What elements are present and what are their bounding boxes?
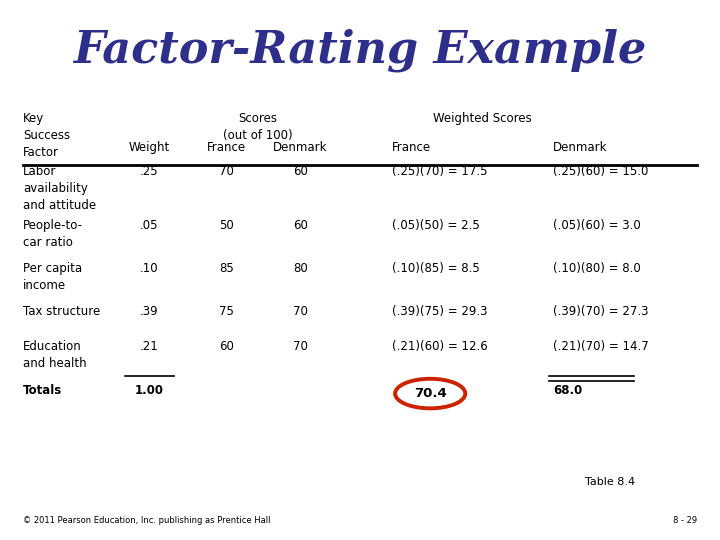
Text: .05: .05 xyxy=(140,219,158,232)
Text: Denmark: Denmark xyxy=(553,141,608,154)
Text: 68.0: 68.0 xyxy=(553,384,582,397)
Text: 80: 80 xyxy=(293,262,307,275)
Text: 75: 75 xyxy=(219,305,234,318)
Text: 60: 60 xyxy=(293,165,307,178)
Text: (.05)(60) = 3.0: (.05)(60) = 3.0 xyxy=(553,219,641,232)
Text: People-to-
car ratio: People-to- car ratio xyxy=(23,219,83,249)
Text: Per capita
income: Per capita income xyxy=(23,262,82,292)
Text: (.21)(60) = 12.6: (.21)(60) = 12.6 xyxy=(392,340,487,353)
Text: Weight: Weight xyxy=(129,141,170,154)
Text: (.10)(85) = 8.5: (.10)(85) = 8.5 xyxy=(392,262,480,275)
Text: France: France xyxy=(392,141,431,154)
Text: (.10)(80) = 8.0: (.10)(80) = 8.0 xyxy=(553,262,641,275)
Text: Tax structure: Tax structure xyxy=(23,305,100,318)
Text: 50: 50 xyxy=(220,219,234,232)
Text: © 2011 Pearson Education, Inc. publishing as Prentice Hall: © 2011 Pearson Education, Inc. publishin… xyxy=(23,516,271,525)
Text: Scores
(out of 100): Scores (out of 100) xyxy=(223,112,293,141)
Text: Denmark: Denmark xyxy=(273,141,328,154)
Text: (.39)(70) = 27.3: (.39)(70) = 27.3 xyxy=(553,305,649,318)
Text: 70: 70 xyxy=(219,165,234,178)
Text: 85: 85 xyxy=(220,262,234,275)
Text: 1.00: 1.00 xyxy=(135,384,164,397)
Text: Totals: Totals xyxy=(23,384,63,397)
Text: 70.4: 70.4 xyxy=(414,387,446,400)
Text: .10: .10 xyxy=(140,262,158,275)
Text: (.25)(70) = 17.5: (.25)(70) = 17.5 xyxy=(392,165,487,178)
Text: Labor
availability
and attitude: Labor availability and attitude xyxy=(23,165,96,212)
Text: 70: 70 xyxy=(293,305,307,318)
Text: (.25)(60) = 15.0: (.25)(60) = 15.0 xyxy=(553,165,649,178)
Text: Factor-Rating Example: Factor-Rating Example xyxy=(73,28,647,72)
Text: Key
Success
Factor: Key Success Factor xyxy=(23,112,71,159)
Text: (.05)(50) = 2.5: (.05)(50) = 2.5 xyxy=(392,219,480,232)
Text: (.21)(70) = 14.7: (.21)(70) = 14.7 xyxy=(553,340,649,353)
Text: 8 - 29: 8 - 29 xyxy=(672,516,697,525)
Text: .25: .25 xyxy=(140,165,158,178)
Text: Education
and health: Education and health xyxy=(23,340,86,370)
Text: 60: 60 xyxy=(219,340,234,353)
Text: Weighted Scores: Weighted Scores xyxy=(433,112,532,125)
Text: 60: 60 xyxy=(293,219,307,232)
Text: France: France xyxy=(207,141,246,154)
Text: .21: .21 xyxy=(140,340,159,353)
Text: 70: 70 xyxy=(293,340,307,353)
Text: .39: .39 xyxy=(140,305,158,318)
Text: (.39)(75) = 29.3: (.39)(75) = 29.3 xyxy=(392,305,487,318)
Text: Table 8.4: Table 8.4 xyxy=(585,477,635,487)
